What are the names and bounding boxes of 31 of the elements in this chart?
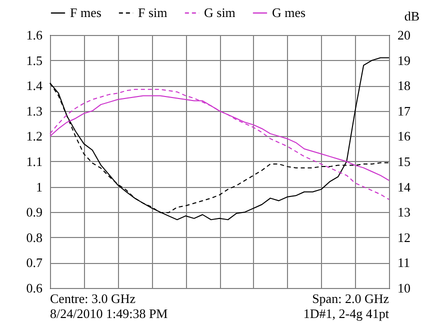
y-tick-label: 1.2 — [26, 128, 42, 144]
y2-tick-label: 16 — [398, 128, 411, 144]
y2-tick-label: 14 — [398, 179, 411, 194]
y2-tick-label: 10 — [398, 280, 410, 296]
y2-tick-label: 15 — [398, 154, 410, 169]
legend-label: F mes — [70, 5, 102, 20]
y-tick-label: 1.1 — [26, 154, 42, 169]
text: 1D#1, 2-4g 41pt — [303, 306, 390, 321]
legend-label: G sim — [204, 5, 236, 20]
y-tick-label: 1.5 — [26, 52, 42, 68]
y2-tick-label: 20 — [398, 28, 410, 42]
legend-label: F sim — [138, 5, 168, 20]
y2-tick-label: 13 — [398, 204, 410, 220]
text: Centre: 3.0 GHz — [50, 291, 136, 306]
y2-tick-label: 12 — [398, 230, 410, 245]
y-tick-label: 1.6 — [26, 28, 43, 42]
y-tick-label: 0.7 — [26, 255, 43, 270]
text: Span: 2.0 GHz — [312, 291, 390, 306]
y-tick-label: 0.9 — [26, 204, 42, 220]
y-tick-label: 0.8 — [26, 230, 42, 245]
y2-tick-label: 18 — [398, 78, 410, 94]
y2-axis-title: dB — [404, 8, 420, 24]
y-tick-label: 1 — [36, 179, 42, 194]
y-tick-label: 0.6 — [26, 280, 43, 296]
y-tick-label: 1.4 — [26, 78, 43, 94]
y-tick-label: 1.3 — [26, 103, 42, 118]
text: 8/24/2010 1:49:38 PM — [50, 306, 168, 321]
y2-tick-label: 19 — [398, 52, 410, 68]
y2-tick-label: 17 — [398, 103, 411, 118]
legend-label: G mes — [272, 5, 306, 20]
y2-tick-label: 11 — [398, 255, 410, 270]
